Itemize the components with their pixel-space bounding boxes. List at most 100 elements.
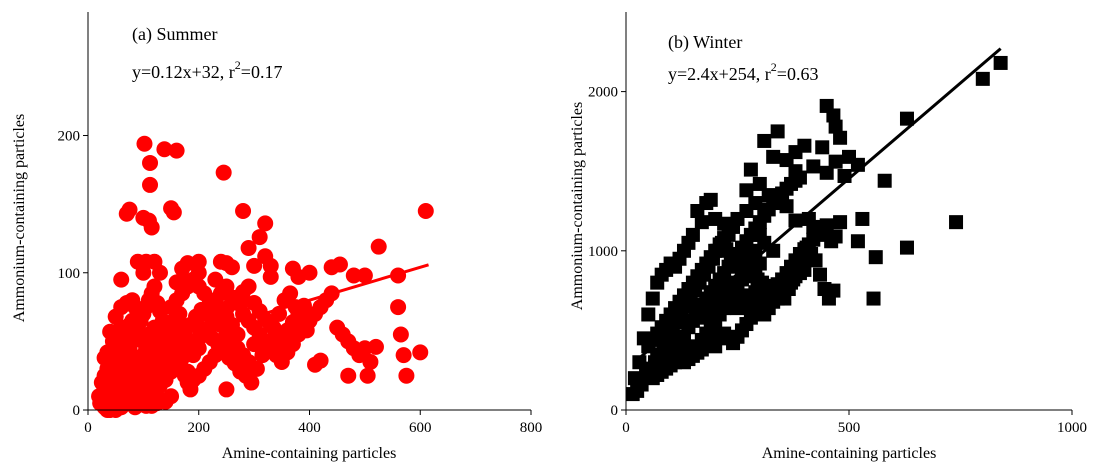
summer-point: [282, 285, 299, 302]
summer-point: [246, 336, 263, 353]
winter-equation: y=2.4x+254, r2=0.63: [668, 60, 818, 84]
winter-point: [993, 55, 1008, 70]
winter-x-axis-label: Amine-containing particles: [762, 445, 937, 462]
winter-point: [828, 154, 843, 169]
summer-points: [91, 135, 434, 418]
winter-y-tick-label: 2000: [588, 85, 618, 101]
summer-point: [395, 347, 412, 364]
winter-point: [850, 234, 865, 249]
winter-points: [625, 55, 1008, 402]
summer-point: [367, 338, 384, 355]
winter-y-axis-label: Ammonium-containing particles: [569, 102, 586, 310]
summer-point: [156, 141, 173, 158]
winter-point: [717, 231, 732, 246]
winter-point: [792, 170, 807, 185]
summer-equation: y=0.12x+32, r2=0.17: [132, 58, 282, 82]
winter-point: [690, 204, 705, 218]
summer-point: [356, 267, 373, 284]
summer-x-tick-label: 200: [188, 420, 211, 436]
summer-y-tick-label: 0: [73, 403, 81, 419]
winter-y-ticks: 0 1000 2000: [588, 85, 626, 419]
summer-point: [359, 367, 376, 384]
summer-point: [201, 292, 218, 309]
summer-point: [113, 271, 130, 288]
winter-point: [868, 250, 883, 265]
winter-point: [813, 267, 828, 282]
winter-point: [743, 162, 758, 177]
summer-y-ticks: 0 100 200: [58, 129, 88, 419]
summer-point: [190, 253, 207, 270]
summer-point: [121, 201, 138, 218]
summer-point: [132, 349, 149, 366]
summer-panel-label: (a) Summer: [132, 24, 217, 45]
winter-point: [650, 352, 665, 367]
summer-point: [149, 322, 166, 339]
winter-point: [788, 213, 803, 228]
winter-point: [676, 355, 691, 370]
winter-point: [717, 326, 732, 341]
summer-point: [121, 316, 138, 333]
winter-point: [779, 153, 794, 168]
summer-point: [179, 363, 196, 380]
summer-point: [142, 176, 159, 193]
winter-point: [826, 108, 841, 123]
winter-point: [752, 282, 767, 297]
summer-point: [168, 142, 185, 159]
summer-point: [129, 305, 146, 322]
summer-point: [235, 292, 252, 309]
summer-point: [412, 344, 429, 361]
winter-point: [855, 211, 870, 226]
summer-point: [398, 367, 415, 384]
summer-point: [370, 238, 387, 255]
summer-point: [223, 259, 240, 276]
summer-point: [135, 381, 152, 398]
summer-point: [240, 278, 257, 295]
summer-point: [417, 203, 434, 219]
winter-point: [828, 119, 843, 134]
summer-point: [257, 215, 274, 232]
summer-point: [136, 135, 153, 152]
winter-point: [645, 371, 660, 386]
summer-point: [240, 353, 257, 370]
summer-point: [246, 257, 263, 274]
winter-point: [703, 192, 718, 207]
winter-point: [641, 307, 656, 322]
winter-point: [819, 218, 834, 233]
summer-point: [235, 203, 252, 219]
winter-point: [806, 159, 821, 174]
winter-point: [645, 291, 660, 306]
summer-point: [146, 278, 163, 295]
summer-point: [165, 204, 182, 221]
summer-point: [218, 381, 235, 398]
summer-point: [215, 164, 232, 181]
winter-fit-line: [633, 47, 1002, 364]
winter-y-tick-label: 1000: [588, 244, 618, 260]
winter-point: [826, 283, 841, 298]
summer-fit-line: [98, 263, 429, 365]
summer-point: [254, 347, 271, 364]
summer-x-tick-label: 400: [298, 420, 321, 436]
summer-point: [390, 299, 407, 316]
winter-point: [819, 165, 834, 180]
summer-y-axis-label: Ammonium-containing particles: [11, 114, 28, 322]
summer-x-tick-label: 0: [84, 420, 92, 436]
winter-point: [757, 133, 772, 148]
winter-panel: 0 500 1000 0 1000 2000 (b) Winter y=2.4x+254…: [569, 12, 1087, 462]
winter-point: [808, 253, 823, 268]
summer-x-axis-label: Amine-containing particles: [222, 445, 397, 462]
summer-point: [143, 219, 160, 236]
winter-point: [770, 124, 785, 139]
winter-x-tick-label: 1000: [1057, 420, 1087, 436]
summer-x-tick-label: 800: [520, 420, 543, 436]
summer-point: [340, 367, 357, 384]
winter-point: [668, 301, 683, 316]
winter-point: [877, 173, 892, 188]
summer-point: [251, 229, 268, 246]
summer-point: [392, 326, 409, 343]
summer-point: [240, 240, 257, 257]
summer-x-tick-label: 600: [409, 420, 432, 436]
summer-point: [243, 374, 260, 391]
winter-point: [866, 291, 881, 306]
winter-point: [833, 130, 848, 145]
